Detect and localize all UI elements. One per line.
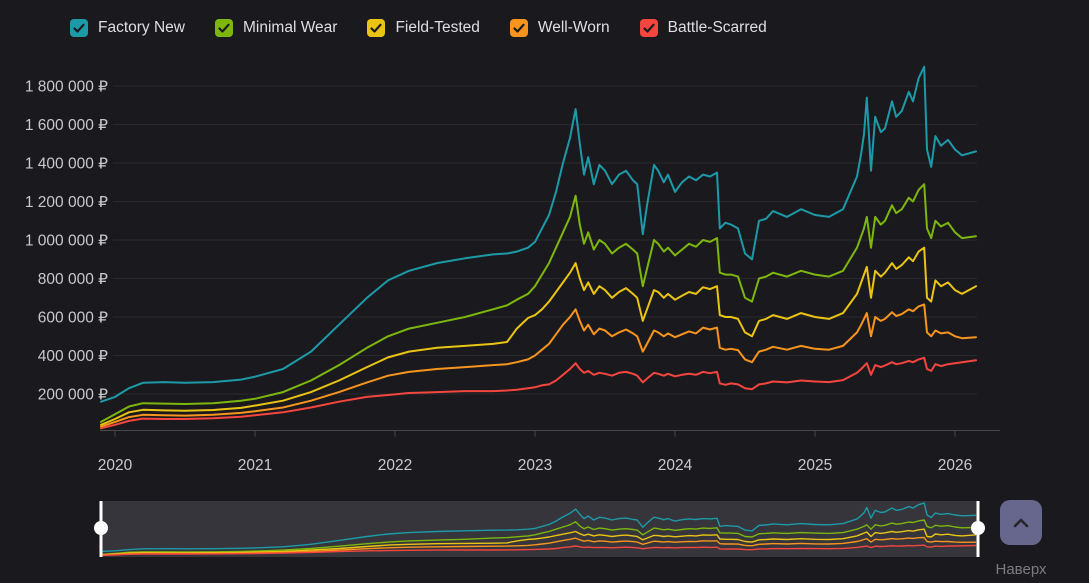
legend-label: Well-Worn	[537, 19, 610, 36]
y-axis-label: 1 400 000 ₽	[25, 156, 108, 173]
navigator-handle-knob[interactable]	[971, 521, 985, 535]
legend-label: Battle-Scarred	[667, 19, 767, 36]
navigator-series-factory-new	[100, 502, 977, 553]
legend-item-battle-scarred[interactable]: Battle-Scarred	[639, 19, 767, 37]
series-line-battle-scarred	[100, 356, 977, 430]
y-axis-label: 1 200 000 ₽	[25, 194, 108, 211]
x-axis-label: 2023	[518, 457, 552, 474]
check-icon	[73, 23, 85, 33]
navigator-handle-right[interactable]	[971, 501, 985, 557]
series-line-well-worn	[100, 303, 977, 428]
legend-label: Field-Tested	[395, 19, 480, 36]
x-axis-label: 2022	[378, 457, 412, 474]
x-axis-label: 2026	[938, 457, 972, 474]
navigator-handle-left[interactable]	[94, 501, 108, 557]
legend-checkbox[interactable]	[70, 19, 88, 37]
y-axis-label: 400 000 ₽	[38, 348, 108, 365]
y-axis-label: 600 000 ₽	[38, 310, 108, 327]
navigator-handle-knob[interactable]	[94, 521, 108, 535]
scroll-to-top-label: Наверх	[995, 561, 1047, 578]
x-axis-label: 2024	[658, 457, 693, 474]
series-line-field-tested	[100, 246, 977, 426]
plot-area[interactable]	[100, 58, 977, 430]
scroll-to-top-button[interactable]	[1000, 500, 1042, 545]
check-icon	[218, 23, 230, 33]
y-axis-label: 1 600 000 ₽	[25, 117, 108, 134]
y-axis-label: 200 000 ₽	[38, 387, 108, 404]
check-icon	[643, 23, 655, 33]
x-axis-label: 2020	[98, 457, 133, 474]
check-icon	[370, 23, 383, 33]
legend-label: Minimal Wear	[243, 19, 338, 36]
navigator-series-well-worn	[100, 536, 977, 556]
legend-checkbox[interactable]	[215, 19, 233, 37]
x-axis-label: 2021	[238, 457, 272, 474]
legend-item-field-tested[interactable]: Field-Tested	[367, 19, 480, 37]
chevron-up-icon	[1013, 518, 1029, 528]
y-axis-label: 1 800 000 ₽	[25, 79, 108, 96]
legend-checkbox[interactable]	[509, 19, 528, 37]
navigator-series-field-tested	[100, 528, 977, 556]
navigator-series-minimal-wear	[100, 519, 977, 556]
y-axis-label: 1 000 000 ₽	[25, 233, 108, 250]
navigator-series-battle-scarred	[100, 544, 977, 557]
x-axis-label: 2025	[798, 457, 832, 474]
legend-checkbox[interactable]	[639, 19, 658, 37]
series-line-factory-new	[100, 65, 977, 403]
legend-item-well-worn[interactable]: Well-Worn	[509, 19, 610, 37]
legend-checkbox[interactable]	[367, 19, 386, 37]
legend-item-factory-new[interactable]: Factory New	[70, 19, 185, 37]
legend: Factory New Minimal Wear Field-Tested Well-…	[70, 19, 767, 37]
legend-label: Factory New	[98, 19, 185, 36]
series-line-minimal-wear	[100, 183, 977, 423]
check-icon	[513, 23, 525, 33]
y-axis-label: 800 000 ₽	[38, 271, 108, 288]
legend-item-minimal-wear[interactable]: Minimal Wear	[215, 19, 337, 37]
